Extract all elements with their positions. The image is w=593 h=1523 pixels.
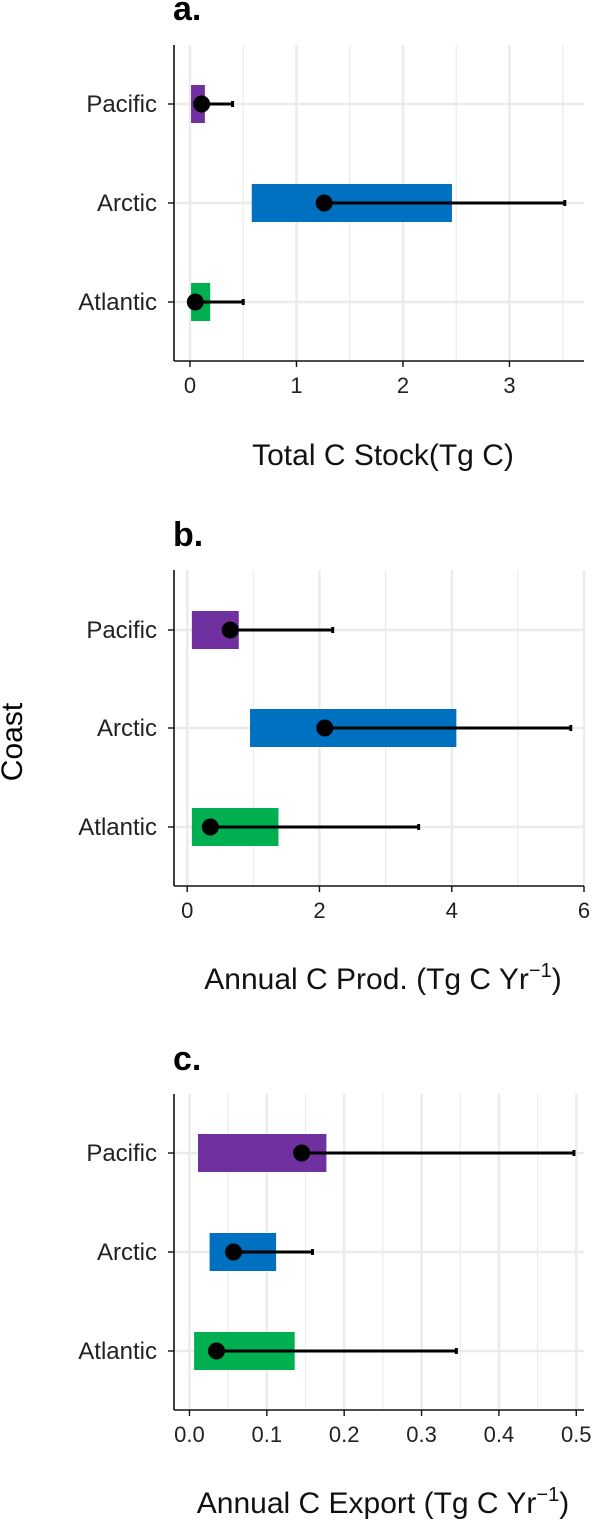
x-tick-label: 0.3 (406, 1422, 437, 1447)
shared-y-axis-label: Coast (0, 702, 29, 781)
point-atlantic (186, 293, 204, 311)
y-tick-label-atlantic: Atlantic (78, 1338, 157, 1365)
panels-container: 0 1 2 3 Pacific Arctic Atlantic a. Total C Stock… (78, 0, 591, 1520)
y-tick-label-arctic: Arctic (97, 715, 157, 742)
x-axis-label: Annual C Prod. (Tg C Yr−1) (204, 960, 561, 996)
x-tick-label: 0.4 (484, 1422, 515, 1447)
panel-label: a. (173, 0, 201, 28)
x-tick-label: 0.2 (329, 1422, 360, 1447)
point-atlantic (201, 818, 219, 836)
x-axis-label: Annual C Export (Tg C Yr−1) (197, 1484, 569, 1520)
y-tick-label-pacific: Pacific (86, 91, 157, 118)
x-tick-label: 0.1 (252, 1422, 283, 1447)
x-tick-label: 1 (290, 373, 302, 398)
x-tick-label: 0.5 (561, 1422, 592, 1447)
point-pacific (293, 1144, 311, 1162)
point-arctic (315, 194, 333, 212)
panel-label: b. (173, 516, 203, 554)
y-tick-label-arctic: Arctic (97, 190, 157, 217)
chart-panel-2: 0 2 4 6 Pacific Arctic Atlantic b. Annual C Prod… (78, 516, 590, 996)
panel-label: c. (173, 1040, 201, 1078)
x-tick-label: 4 (446, 898, 458, 923)
x-tick-label: 0.0 (174, 1422, 205, 1447)
point-pacific (193, 95, 211, 113)
y-tick-label-atlantic: Atlantic (78, 814, 157, 841)
x-axis-label: Total C Stock(Tg C) (252, 439, 514, 472)
point-arctic (316, 719, 334, 737)
x-tick-label: 0 (181, 898, 193, 923)
y-tick-label-atlantic: Atlantic (78, 289, 157, 316)
y-tick-label-pacific: Pacific (86, 1140, 157, 1167)
x-tick-label: 6 (578, 898, 590, 923)
x-tick-label: 2 (397, 373, 409, 398)
point-pacific (221, 621, 239, 639)
point-arctic (225, 1243, 243, 1261)
y-tick-label-arctic: Arctic (97, 1239, 157, 1266)
y-tick-label-pacific: Pacific (86, 617, 157, 644)
point-atlantic (208, 1342, 226, 1360)
chart-panel-3: 0.0 0.1 0.2 0.3 0.4 0.5 Pacific Arctic Atlantic c… (78, 1040, 591, 1520)
x-tick-label: 3 (503, 373, 515, 398)
chart-panel-1: 0 1 2 3 Pacific Arctic Atlantic a. Total C Stock… (78, 0, 584, 472)
x-tick-label: 0 (184, 373, 196, 398)
x-tick-label: 2 (313, 898, 325, 923)
